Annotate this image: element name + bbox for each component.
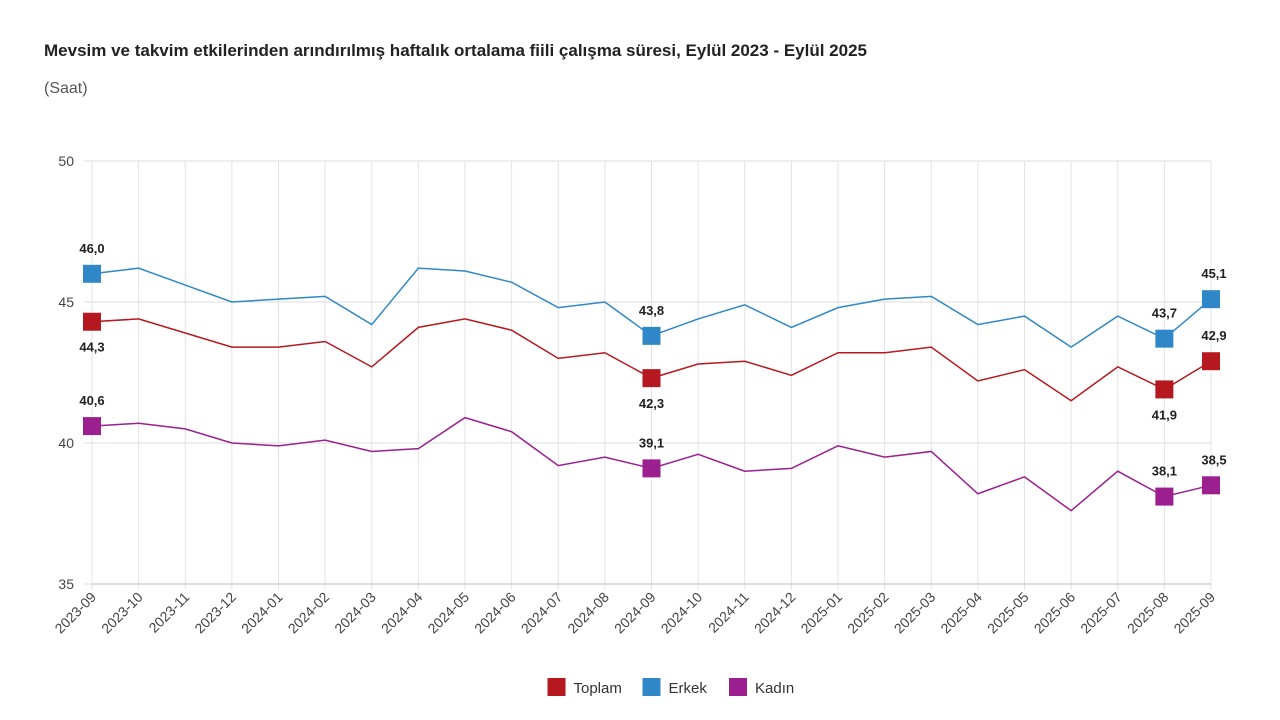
y-tick-label: 45 xyxy=(58,294,74,310)
x-tick-label: 2024-06 xyxy=(471,589,519,637)
point-marker xyxy=(83,264,101,283)
x-tick-label: 2024-11 xyxy=(705,589,752,636)
chart-subtitle: (Saat) xyxy=(44,80,88,97)
point-marker xyxy=(1155,329,1174,348)
point-marker xyxy=(1202,352,1220,371)
value-label: 41,9 xyxy=(1152,407,1177,422)
point-marker xyxy=(83,417,101,436)
value-label: 43,8 xyxy=(639,303,664,318)
x-tick-label: 2025-08 xyxy=(1124,589,1172,637)
x-tick-label: 2024-05 xyxy=(424,589,472,637)
x-tick-label: 2024-08 xyxy=(564,589,612,637)
legend-label: Kadın xyxy=(755,680,794,697)
point-marker xyxy=(1155,380,1174,399)
x-tick-label: 2025-03 xyxy=(891,589,939,637)
value-label: 42,3 xyxy=(639,396,664,411)
x-tick-label: 2023-11 xyxy=(145,589,192,636)
y-tick-label: 50 xyxy=(58,153,74,169)
x-tick-label: 2025-04 xyxy=(937,589,985,637)
chart-title: Mevsim ve takvim etkilerinden arındırılm… xyxy=(44,41,867,60)
legend-swatch xyxy=(547,678,566,696)
legend-label: Toplam xyxy=(574,680,622,697)
x-tick-label: 2023-09 xyxy=(51,589,99,637)
value-label: 40,6 xyxy=(79,393,104,408)
y-tick-label: 35 xyxy=(58,576,74,592)
x-tick-label: 2025-01 xyxy=(797,589,845,637)
point-marker xyxy=(642,326,661,345)
y-tick-label: 40 xyxy=(58,435,74,451)
x-tick-label: 2024-01 xyxy=(238,589,286,637)
point-marker xyxy=(642,459,661,478)
point-marker xyxy=(83,312,101,331)
x-tick-label: 2025-07 xyxy=(1077,589,1125,637)
x-tick-label: 2024-04 xyxy=(378,589,426,637)
value-label: 43,7 xyxy=(1152,306,1177,321)
x-tick-label: 2024-03 xyxy=(331,589,379,637)
value-label: 38,5 xyxy=(1201,452,1226,467)
x-tick-label: 2025-06 xyxy=(1031,589,1079,637)
value-label: 46,0 xyxy=(79,241,104,256)
x-tick-label: 2024-12 xyxy=(751,589,799,637)
value-label: 38,1 xyxy=(1152,464,1177,479)
point-marker xyxy=(1202,476,1220,495)
x-tick-label: 2025-09 xyxy=(1170,589,1218,637)
legend-swatch xyxy=(642,678,661,696)
legend-swatch xyxy=(729,678,747,696)
x-tick-label: 2025-05 xyxy=(984,589,1032,637)
value-label: 39,1 xyxy=(639,435,664,450)
point-marker xyxy=(1155,487,1174,506)
x-tick-label: 2023-10 xyxy=(98,589,146,637)
point-marker xyxy=(1202,290,1220,309)
x-tick-label: 2023-12 xyxy=(191,589,239,637)
legend-label: Erkek xyxy=(669,680,708,697)
x-tick-label: 2024-09 xyxy=(611,589,659,637)
x-tick-label: 2024-07 xyxy=(518,589,566,637)
value-label: 42,9 xyxy=(1201,328,1226,343)
x-tick-label: 2024-10 xyxy=(658,589,706,637)
value-label: 44,3 xyxy=(79,340,104,355)
point-marker xyxy=(642,369,661,388)
value-label: 45,1 xyxy=(1201,266,1226,281)
x-tick-label: 2024-02 xyxy=(285,589,333,637)
x-tick-label: 2025-02 xyxy=(844,589,892,637)
